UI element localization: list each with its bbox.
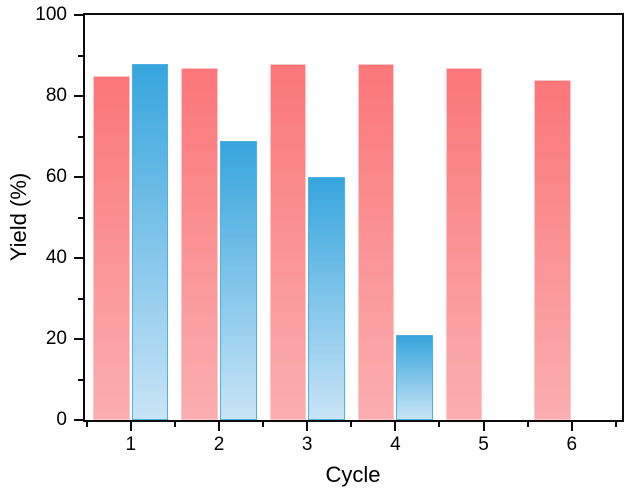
- y-tick-label-80: 80: [45, 85, 67, 106]
- y-tick-label-40: 40: [45, 247, 67, 268]
- y-tick-label-60: 60: [45, 166, 67, 187]
- x-tick-label-6: 6: [566, 434, 578, 455]
- x-minor-tick-2.5: [262, 422, 265, 427]
- plot-area: 0 20 40 60 80 100 1 2 3 4 5 6: [35, 4, 624, 455]
- y-axis-title: Yield (%): [6, 172, 31, 262]
- y-tick-label-20: 20: [45, 328, 67, 349]
- y-major-tick-80: [74, 95, 83, 97]
- x-tick-label-2: 2: [213, 434, 225, 455]
- x-tick-label-1: 1: [125, 434, 137, 455]
- y-minor-tick-30: [78, 297, 83, 300]
- x-major-tick-3: [306, 422, 309, 431]
- bar-red-cycle-6: [534, 79, 571, 420]
- y-minor-tick-50: [78, 216, 83, 219]
- x-minor-tick-3.5: [350, 422, 353, 427]
- y-minor-tick-70: [78, 135, 83, 138]
- bar-blue-cycle-1: [131, 63, 169, 420]
- bar-red-cycle-4: [357, 63, 395, 420]
- y-tick-label-0: 0: [56, 409, 67, 430]
- y-major-tick-20: [74, 338, 83, 340]
- bar-red-cycle-3: [269, 63, 307, 420]
- x-tick-label-3: 3: [301, 434, 313, 455]
- y-major-tick-100: [74, 14, 83, 16]
- y-major-tick-0: [74, 419, 83, 421]
- bar-blue-cycle-2: [220, 140, 257, 420]
- x-major-tick-2: [218, 422, 221, 431]
- x-minor-tick-5.5: [526, 422, 529, 427]
- bar-blue-cycle-4: [396, 334, 434, 420]
- x-axis-title: Cycle: [325, 462, 381, 487]
- x-minor-tick-6.5: [614, 422, 617, 427]
- x-major-tick-5: [482, 422, 485, 431]
- bar-red-cycle-1: [93, 75, 130, 420]
- bar-blue-cycle-3: [308, 177, 345, 420]
- y-minor-tick-10: [78, 378, 83, 381]
- y-minor-tick-90: [78, 54, 83, 57]
- x-minor-tick-0.5: [85, 422, 88, 427]
- y-major-tick-40: [74, 257, 83, 259]
- bar-red-cycle-5: [445, 67, 483, 420]
- x-tick-label-5: 5: [478, 434, 489, 455]
- x-tick-label-4: 4: [390, 434, 401, 455]
- y-tick-label-100: 100: [35, 4, 67, 25]
- x-major-tick-4: [394, 422, 397, 431]
- x-major-tick-1: [129, 422, 132, 431]
- x-major-tick-6: [570, 422, 573, 431]
- x-minor-tick-1.5: [173, 422, 176, 427]
- x-minor-tick-4.5: [438, 422, 441, 427]
- bar-red-cycle-2: [181, 67, 218, 420]
- y-major-tick-60: [74, 176, 83, 178]
